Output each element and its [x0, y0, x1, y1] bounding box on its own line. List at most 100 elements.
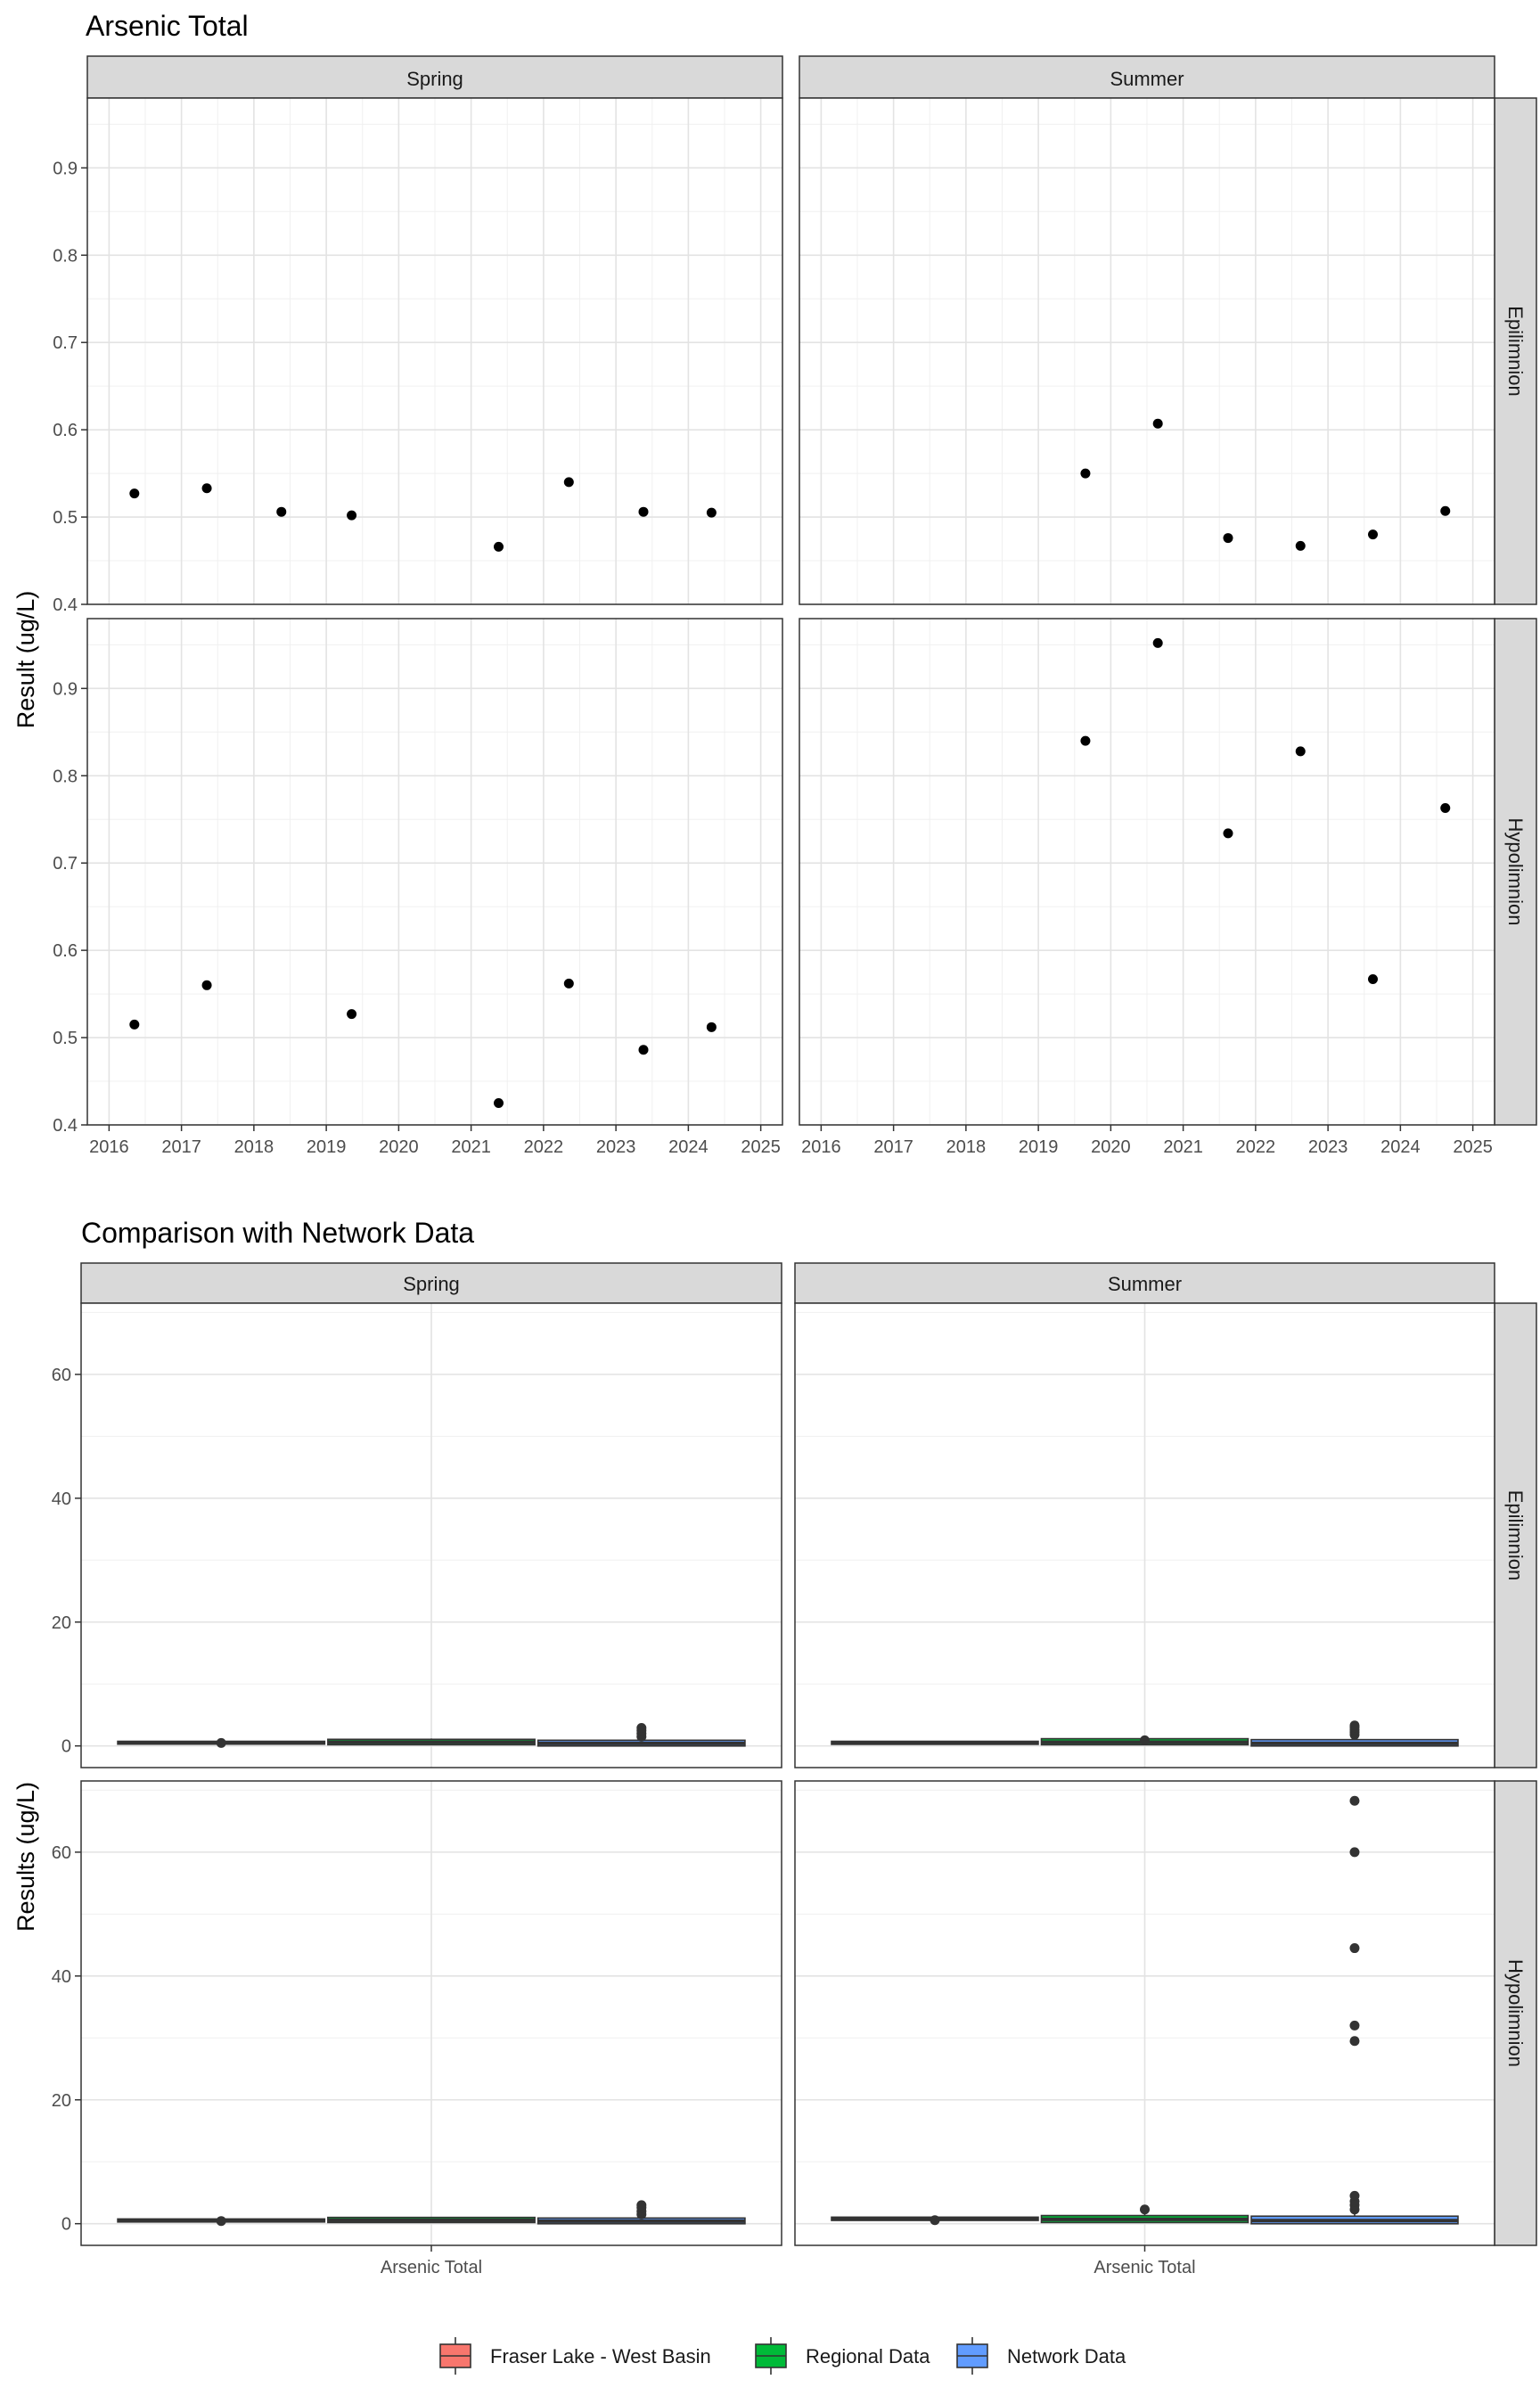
data-point: [1368, 529, 1378, 540]
facet-strip-epilimnion: [1494, 1302, 1537, 1768]
x-tick-label: 2020: [379, 1137, 419, 1157]
panel-border: [799, 618, 1495, 1126]
data-point: [1295, 746, 1306, 757]
data-point: [201, 483, 212, 494]
y-tick-label: 0.8: [53, 767, 78, 786]
facet-strip-label: Summer: [1110, 68, 1184, 90]
x-tick-label: Arsenic Total: [381, 2258, 482, 2277]
box-network-data: [1250, 1720, 1459, 1747]
facet-strip-summer: [799, 55, 1495, 99]
panel-summer-hypolimnion: Arsenic Total: [794, 1780, 1495, 2277]
x-tick-label: 2022: [524, 1137, 564, 1157]
x-tick-label: 2023: [596, 1137, 636, 1157]
box-network-data: [1250, 1795, 1459, 2225]
box-regional-data: [1040, 1735, 1249, 1746]
panel-spring-hypolimnion: 0.4 0.5 0.6 0.7 0.8 0.9 2016 2017 2018 2019 2020 20…: [53, 618, 783, 1157]
facet-strip-epilimnion: [1494, 97, 1537, 605]
x-tick-label: 2024: [1380, 1137, 1421, 1157]
y-tick-label: 40: [52, 1489, 71, 1509]
panel-border: [80, 1302, 782, 1768]
y-tick-label: 0.9: [53, 679, 78, 699]
facet-strip-label: Spring: [406, 68, 463, 90]
x-tick-label: 2017: [873, 1137, 913, 1157]
y-tick-label: 0.6: [53, 941, 78, 961]
data-point: [1440, 505, 1451, 516]
box-regional-data: [327, 2216, 536, 2224]
x-tick-label: 2020: [1091, 1137, 1131, 1157]
panel-spring-hypolimnion: 0 20 40 60 Arsenic Total: [52, 1780, 782, 2277]
box-regional-data: [327, 1738, 536, 1746]
y-tick-label: 0.4: [53, 595, 78, 615]
scatter-plot-arsenic-total: Arsenic Total Result (ug/L) Spring Summer…: [12, 10, 1537, 1157]
data-point: [706, 507, 717, 518]
y-tick-label: 20: [52, 1613, 71, 1633]
panel-summer-hypolimnion: 2016 2017 2018 2019 2020 2021 2022 2023 2024 2025: [799, 618, 1495, 1157]
panel-border: [86, 618, 783, 1126]
y-tick-label: 0: [61, 1737, 71, 1757]
panel-border: [86, 97, 783, 605]
box-fraser-lake-west-basin: [117, 1737, 326, 1748]
facet-strip-label: Hypolimnion: [1504, 1959, 1527, 2067]
data-point: [638, 1045, 649, 1055]
y-tick-label: 0.7: [53, 333, 78, 353]
box-network-data: [537, 1723, 746, 1747]
panel-border: [794, 1302, 1495, 1768]
x-tick-label: 2018: [234, 1137, 274, 1157]
data-point: [1080, 468, 1091, 479]
outlier-point: [1349, 1795, 1360, 1806]
legend-label: Regional Data: [806, 2345, 930, 2367]
box-plot-comparison: Comparison with Network Data Results (ug…: [12, 1217, 1537, 2277]
x-tick-label: 2023: [1308, 1137, 1348, 1157]
x-tick-label: 2022: [1236, 1137, 1276, 1157]
x-tick-label: 2018: [946, 1137, 987, 1157]
data-point: [1295, 540, 1306, 551]
x-tick-label: 2021: [451, 1137, 491, 1157]
x-tick-label: 2021: [1163, 1137, 1203, 1157]
data-point: [1223, 533, 1233, 544]
y-tick-label: 0.7: [53, 854, 78, 874]
facet-strip-summer: [794, 1262, 1495, 1304]
box-fraser-lake-west-basin: [117, 2216, 326, 2227]
data-point: [1152, 637, 1163, 648]
legend: Fraser Lake - West Basin Regional Data Net…: [439, 2337, 1126, 2375]
data-point: [494, 541, 504, 552]
y-tick-label: 0: [61, 2215, 71, 2235]
y-tick-label: 0.6: [53, 421, 78, 440]
y-tick-label: 0.5: [53, 1029, 78, 1048]
data-point: [276, 506, 287, 517]
x-tick-label: 2019: [307, 1137, 347, 1157]
legend-label: Fraser Lake - West Basin: [490, 2345, 711, 2367]
box-network-data: [537, 2200, 746, 2225]
panel-summer-epilimnion: [799, 97, 1495, 605]
panel-summer-epilimnion: [794, 1302, 1495, 1768]
y-tick-label: 0.8: [53, 246, 78, 266]
data-point: [129, 488, 140, 499]
data-point: [706, 1022, 717, 1032]
y-tick-label: 60: [52, 1366, 71, 1385]
box-fraser-lake-west-basin: [831, 2215, 1039, 2226]
data-point: [494, 1098, 504, 1109]
data-point: [129, 1019, 140, 1030]
box-plot-panels: Spring Summer Epilimnion Hypolimnion 0 20 40 60…: [52, 1262, 1537, 2277]
y-tick-label: 0.4: [53, 1116, 78, 1136]
outlier-point: [1349, 2036, 1360, 2047]
legend-item-network-data: Network Data: [956, 2337, 1126, 2375]
data-point: [638, 506, 649, 517]
box-fraser-lake-west-basin: [831, 1740, 1039, 1745]
outlier-point: [1349, 1847, 1360, 1858]
x-tick-label: 2016: [89, 1137, 129, 1157]
box-plot-title: Comparison with Network Data: [81, 1217, 474, 1249]
outlier-point: [1140, 1735, 1150, 1745]
outlier-point: [636, 1723, 647, 1734]
y-tick-label: 20: [52, 2091, 71, 2111]
outlier-point: [1349, 2190, 1360, 2201]
outlier-point: [1140, 2204, 1150, 2215]
facet-strip-label: Hypolimnion: [1504, 817, 1527, 925]
x-tick-label: 2024: [668, 1137, 709, 1157]
outlier-point: [1349, 2020, 1360, 2031]
y-tick-label: 60: [52, 1843, 71, 1863]
box-regional-data: [1040, 2204, 1249, 2224]
legend-label: Network Data: [1007, 2345, 1126, 2367]
x-tick-label: 2017: [161, 1137, 201, 1157]
scatter-plot-panels: Spring SummerEpilimnionHypolimnion0.40.50…: [53, 55, 1537, 1157]
